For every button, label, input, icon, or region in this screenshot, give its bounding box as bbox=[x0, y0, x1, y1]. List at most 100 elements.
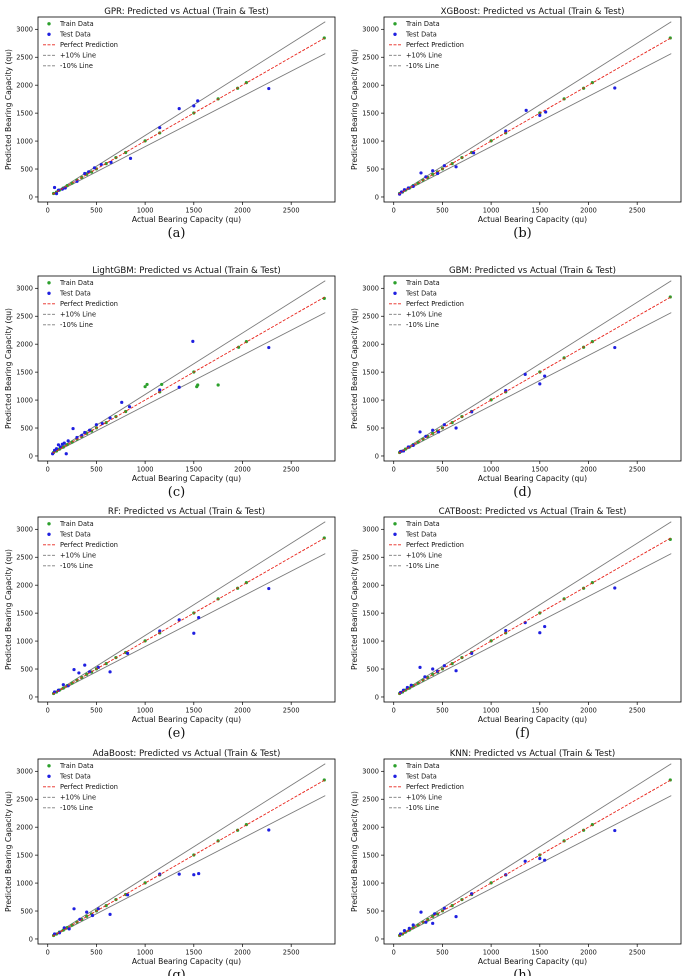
legend-train-marker bbox=[393, 22, 397, 26]
y-tick-label: 2500 bbox=[16, 313, 33, 321]
plot-frame bbox=[37, 758, 336, 945]
y-tick-label: 2000 bbox=[16, 81, 33, 89]
chart-title: RF: Predicted vs Actual (Train & Test) bbox=[108, 507, 265, 517]
x-tick-label: 1500 bbox=[531, 707, 548, 715]
legend-label: +10% Line bbox=[60, 794, 96, 802]
train-point bbox=[160, 382, 164, 387]
y-tick-label: 0 bbox=[375, 193, 379, 201]
plot-area bbox=[397, 280, 672, 455]
test-point bbox=[88, 670, 92, 674]
minus10-line bbox=[52, 795, 326, 937]
test-point bbox=[418, 430, 422, 434]
x-tick-label: 2000 bbox=[580, 707, 597, 715]
y-axis-label: Predicted Bearing Capacity (qu) bbox=[350, 549, 359, 670]
y-tick-label: 0 bbox=[29, 452, 33, 460]
y-tick-label: 1500 bbox=[16, 609, 33, 617]
x-tick-label: 2500 bbox=[283, 707, 300, 715]
test-point bbox=[411, 184, 415, 188]
y-tick-label: 3000 bbox=[16, 768, 33, 776]
test-point bbox=[544, 110, 548, 114]
test-point bbox=[613, 828, 617, 833]
legend-label: Perfect Prediction bbox=[60, 783, 118, 791]
perfect-prediction-line bbox=[398, 537, 672, 695]
legend: Train Data Test Data Perfect Prediction +10… bbox=[43, 762, 118, 812]
legend-label: +10% Line bbox=[60, 311, 96, 319]
legend-label: +10% Line bbox=[406, 794, 442, 802]
test-point bbox=[431, 428, 435, 432]
legend-label: -10% Line bbox=[60, 321, 93, 329]
test-point bbox=[85, 910, 89, 914]
test-point bbox=[435, 171, 440, 176]
y-axis-label: Predicted Bearing Capacity (qu) bbox=[4, 549, 13, 670]
x-tick-label: 500 bbox=[436, 707, 449, 715]
test-point bbox=[454, 426, 458, 430]
y-tick-label: 0 bbox=[29, 935, 33, 943]
test-point bbox=[83, 430, 87, 435]
chart-title: GPR: Predicted vs Actual (Train & Test) bbox=[104, 7, 269, 17]
plus10-line bbox=[52, 763, 326, 937]
x-tick-label: 1000 bbox=[483, 207, 500, 215]
minus10-line bbox=[52, 53, 326, 195]
legend-label: Test Data bbox=[59, 531, 91, 539]
y-tick-label: 3000 bbox=[362, 26, 379, 34]
legend-label: Train Data bbox=[59, 279, 94, 287]
y-tick-label: 1500 bbox=[16, 851, 33, 859]
test-point bbox=[177, 385, 181, 389]
test-point bbox=[177, 107, 181, 111]
train-point bbox=[196, 383, 200, 387]
test-point bbox=[94, 423, 99, 427]
test-point bbox=[99, 162, 103, 167]
plot-frame bbox=[383, 516, 682, 703]
test-point bbox=[402, 188, 407, 192]
y-tick-label: 2500 bbox=[362, 54, 379, 62]
x-tick-label: 1500 bbox=[185, 466, 202, 474]
test-point bbox=[454, 915, 458, 919]
legend-test-marker bbox=[47, 532, 51, 536]
legend-test-marker bbox=[393, 32, 397, 36]
test-point bbox=[125, 893, 130, 897]
y-tick-label: 2500 bbox=[16, 554, 33, 562]
legend-label: Perfect Prediction bbox=[406, 541, 464, 549]
y-tick-label: 3000 bbox=[362, 768, 379, 776]
panel-caption: (a) bbox=[168, 226, 186, 241]
panel-caption: (f) bbox=[515, 726, 530, 741]
x-tick-label: 500 bbox=[90, 949, 103, 957]
y-tick-label: 2000 bbox=[362, 81, 379, 89]
y-axis-label: Predicted Bearing Capacity (qu) bbox=[4, 308, 13, 429]
test-point bbox=[57, 931, 62, 935]
legend: Train Data Test Data Perfect Prediction +10… bbox=[43, 279, 118, 329]
legend-label: Test Data bbox=[59, 773, 91, 781]
test-point bbox=[125, 651, 130, 655]
perfect-prediction-line bbox=[398, 779, 672, 937]
test-point bbox=[197, 871, 201, 876]
y-tick-label: 1000 bbox=[16, 137, 33, 145]
x-tick-label: 0 bbox=[392, 707, 396, 715]
minus10-line bbox=[52, 312, 326, 454]
x-tick-label: 2500 bbox=[629, 207, 646, 215]
x-tick-label: 0 bbox=[392, 466, 396, 474]
x-tick-label: 500 bbox=[90, 207, 103, 215]
legend-label: Train Data bbox=[405, 762, 440, 770]
x-tick-label: 1500 bbox=[185, 949, 202, 957]
chart-title: AdaBoost: Predicted vs Actual (Train & T… bbox=[93, 749, 281, 759]
test-point bbox=[60, 187, 64, 191]
legend-label: -10% Line bbox=[60, 804, 93, 812]
chart-title: GBM: Predicted vs Actual (Train & Test) bbox=[449, 266, 616, 276]
y-axis-label: Predicted Bearing Capacity (qu) bbox=[4, 791, 13, 912]
y-tick-label: 500 bbox=[20, 424, 33, 432]
x-tick-label: 2000 bbox=[234, 207, 251, 215]
test-point bbox=[52, 185, 57, 190]
test-point bbox=[454, 165, 458, 169]
test-point bbox=[127, 405, 132, 409]
plot-frame bbox=[383, 16, 682, 203]
y-tick-label: 3000 bbox=[362, 285, 379, 293]
test-point bbox=[411, 443, 415, 447]
test-point bbox=[543, 858, 547, 862]
legend-test-marker bbox=[47, 291, 51, 295]
y-axis-label: Predicted Bearing Capacity (qu) bbox=[350, 308, 359, 429]
perfect-prediction-line bbox=[52, 779, 326, 937]
x-axis-label: Actual Bearing Capacity (qu) bbox=[132, 715, 241, 724]
test-point bbox=[158, 388, 162, 392]
chart-panel-6: CATBoost: Predicted vs Actual (Train & T… bbox=[350, 507, 682, 741]
test-point bbox=[423, 675, 427, 679]
